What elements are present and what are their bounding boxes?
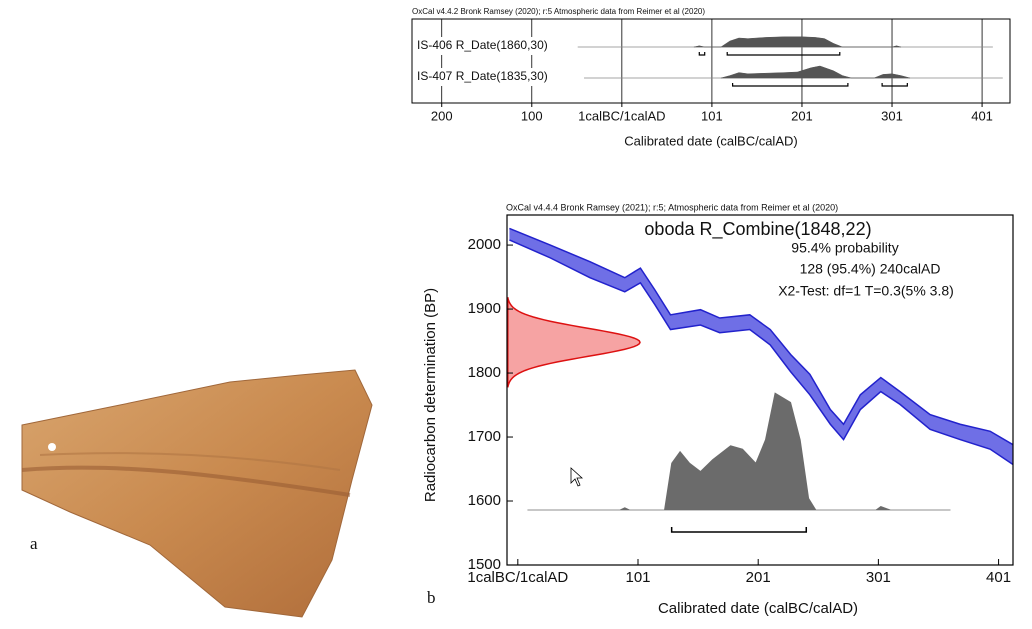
distribution [720,65,911,79]
x-tick-label: 401 [986,569,1011,586]
x-tick-label: 1calBC/1calAD [467,569,568,586]
range-bracket [698,52,706,56]
x-tick-label: 201 [791,108,813,123]
range-bracket [732,83,849,87]
x-tick-label: 1calBC/1calAD [578,108,665,123]
x-tick-label: 101 [701,108,723,123]
label-bg [414,68,574,86]
x-tick-label: 200 [431,108,453,123]
x-tick-label: 301 [866,569,891,586]
annotation: 128 (95.4%) 240calAD [800,261,941,277]
radiocarbon-distribution [507,297,641,388]
plot-frame [411,18,1011,104]
x-tick-label: 301 [881,108,903,123]
cursor [570,467,584,487]
calibration-edge [509,239,1014,466]
y-tick-label: 1800 [468,364,501,381]
range-bracket [881,83,908,87]
y-tick-label: 2000 [468,236,501,253]
x-tick-label: 401 [971,108,993,123]
annotation: 95.4% probability [791,240,898,256]
x-axis-label: Calibrated date (calBC/calAD) [658,600,858,617]
distribution [693,36,902,48]
posterior-distribution [527,392,951,511]
y-axis-label: Radiocarbon determination (BP) [422,288,439,502]
x-axis-label: Calibrated date (calBC/calAD) [624,133,797,148]
chart-header: OxCal v4.4.4 Bronk Ramsey (2021); r:5; A… [506,202,838,212]
x-tick-label: 201 [746,569,771,586]
chart-header: OxCal v4.4.2 Bronk Ramsey (2020); r:5 At… [412,7,705,16]
annotation: X2-Test: df=1 T=0.3(5% 3.8) [778,283,954,299]
x-tick-label: 101 [625,569,650,586]
series-label: IS-406 R_Date(1860,30) [417,38,548,52]
y-tick-label: 1900 [468,300,501,317]
panel-label: a [30,534,38,553]
range-bracket [670,527,808,533]
x-tick-label: 100 [521,108,543,123]
y-tick-label: 1600 [468,492,501,509]
photo [21,369,373,618]
panel-label: b [427,588,436,607]
plot-frame [506,214,1014,566]
y-tick-label: 1700 [468,428,501,445]
series-label: IS-407 R_Date(1835,30) [417,69,548,83]
range-bracket [726,52,841,56]
label-bg [414,37,574,55]
calibration-band [509,228,1013,465]
y-tick-label: 1500 [468,556,501,573]
chart-title: oboda R_Combine(1848,22) [644,219,871,240]
calibration-edge [509,227,1014,446]
